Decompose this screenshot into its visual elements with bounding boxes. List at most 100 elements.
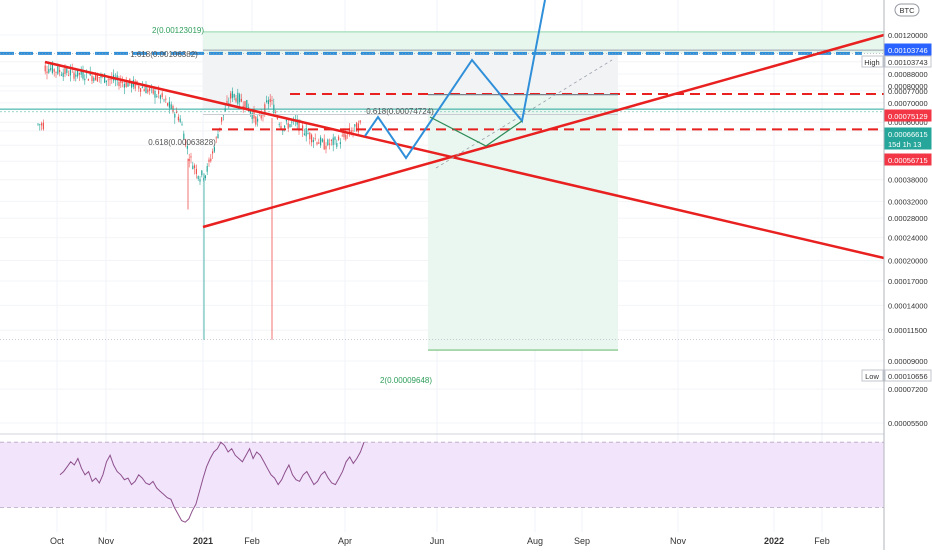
price-badge-label: 0.00056715 <box>888 156 928 165</box>
candle-body <box>356 122 358 132</box>
stop-zone <box>428 94 618 351</box>
candle-body <box>197 176 199 179</box>
candle-body <box>156 95 158 97</box>
price-tag-label: Low <box>865 372 879 381</box>
candle-body <box>269 99 271 103</box>
time-tick-label: Nov <box>670 536 687 546</box>
candle-body <box>235 98 237 102</box>
price-axis-bg <box>884 0 932 550</box>
candle-body <box>239 94 241 103</box>
price-tick-label: 0.00077000 <box>888 87 928 96</box>
candle-body <box>298 119 300 131</box>
candle-body <box>57 66 59 74</box>
price-tick-label: 0.00070000 <box>888 99 928 108</box>
price-tick-label: 0.00080000 <box>888 82 928 91</box>
candle-body <box>64 66 66 74</box>
candle-body <box>195 168 197 175</box>
candle-body <box>271 100 273 102</box>
candle-body <box>68 75 70 76</box>
drawings: 2(0.00123019) 1.618(0.00106382) 0.618(0.00… <box>0 0 885 385</box>
candle-body <box>217 134 219 139</box>
price-tag-box <box>861 55 884 68</box>
price-badge-label: 0.00075129 <box>888 112 928 121</box>
candle-body <box>275 112 277 114</box>
price-tick-label: 0.00038000 <box>888 176 928 185</box>
candle-body <box>69 69 71 76</box>
candle-body <box>138 85 140 89</box>
candle-body <box>120 79 122 83</box>
candle-body <box>183 133 185 140</box>
candle-body <box>118 81 120 87</box>
projection-zones <box>203 31 884 351</box>
candle-body <box>143 89 145 92</box>
fib-label: 1.618(0.00106382) <box>130 50 198 59</box>
candle-body <box>260 114 262 119</box>
candle-body <box>311 134 313 143</box>
candle-body <box>224 108 226 112</box>
price-tick-label: 0.00024000 <box>888 234 928 243</box>
candle-body <box>154 90 156 98</box>
candle-body <box>168 101 170 108</box>
price-tag-box <box>861 369 884 382</box>
candle-body <box>251 112 253 120</box>
candle-body <box>266 100 268 103</box>
currency-badge <box>894 3 920 17</box>
candle-body <box>177 116 179 121</box>
candle-body <box>233 94 235 98</box>
candle-body <box>282 130 284 132</box>
time-tick-label: Feb <box>814 536 830 546</box>
candle-body <box>51 63 53 74</box>
candle-body <box>174 114 176 118</box>
candle-body <box>93 77 95 82</box>
candle-body <box>287 123 289 129</box>
candle-body <box>332 137 334 146</box>
candle-body <box>314 138 316 140</box>
candle-body <box>325 145 327 150</box>
descending-trendline <box>44 60 885 260</box>
candle-body <box>149 88 151 91</box>
target-zone <box>203 31 884 54</box>
candle-body <box>206 165 208 172</box>
candle-body <box>354 124 356 127</box>
candle-body <box>255 116 257 125</box>
time-tick-label: Feb <box>244 536 260 546</box>
candle-body <box>242 105 244 108</box>
candle-body <box>291 121 293 123</box>
candle-body <box>230 93 232 99</box>
candle-body <box>264 104 266 116</box>
price-tick-label: 0.00009000 <box>888 357 928 366</box>
price-axis[interactable]: 0.001200000.000970000.000880000.00080000… <box>861 0 932 550</box>
candle-body <box>41 123 43 126</box>
price-tick-label: 0.00032000 <box>888 197 928 206</box>
candle-body <box>284 125 286 128</box>
candle-body <box>348 128 350 135</box>
candle-body <box>53 69 55 72</box>
price-tick-label: 0.00011500 <box>888 326 927 335</box>
candle-body <box>105 80 107 82</box>
candle-body <box>246 100 248 108</box>
time-tick-label: Nov <box>98 536 115 546</box>
candle-body <box>60 74 62 76</box>
candle-body <box>309 132 311 140</box>
candle-body <box>329 143 331 145</box>
price-tick-label: 0.00020000 <box>888 257 928 266</box>
candle-body <box>42 122 44 130</box>
candle-body <box>327 139 329 146</box>
candle-body <box>73 72 75 79</box>
candle-body <box>318 142 320 144</box>
price-tick-label: 0.00014000 <box>888 301 928 310</box>
projection-path-green <box>429 116 523 147</box>
candle-body <box>66 68 68 73</box>
candle-body <box>345 134 347 140</box>
candle-body <box>87 79 89 81</box>
time-tick-label: 2021 <box>193 536 213 546</box>
candle-body <box>147 89 149 93</box>
candle-body <box>188 159 190 161</box>
candle-body <box>167 103 169 106</box>
candle-body <box>78 72 80 75</box>
candle-body <box>285 120 287 122</box>
candle-body <box>123 83 125 88</box>
candle-body <box>152 89 154 94</box>
price-tick-label: 0.00060000 <box>888 118 928 127</box>
time-axis[interactable]: Oct Nov 2021 Feb Apr Jun Aug Sep Nov 2022 Feb <box>50 536 830 546</box>
